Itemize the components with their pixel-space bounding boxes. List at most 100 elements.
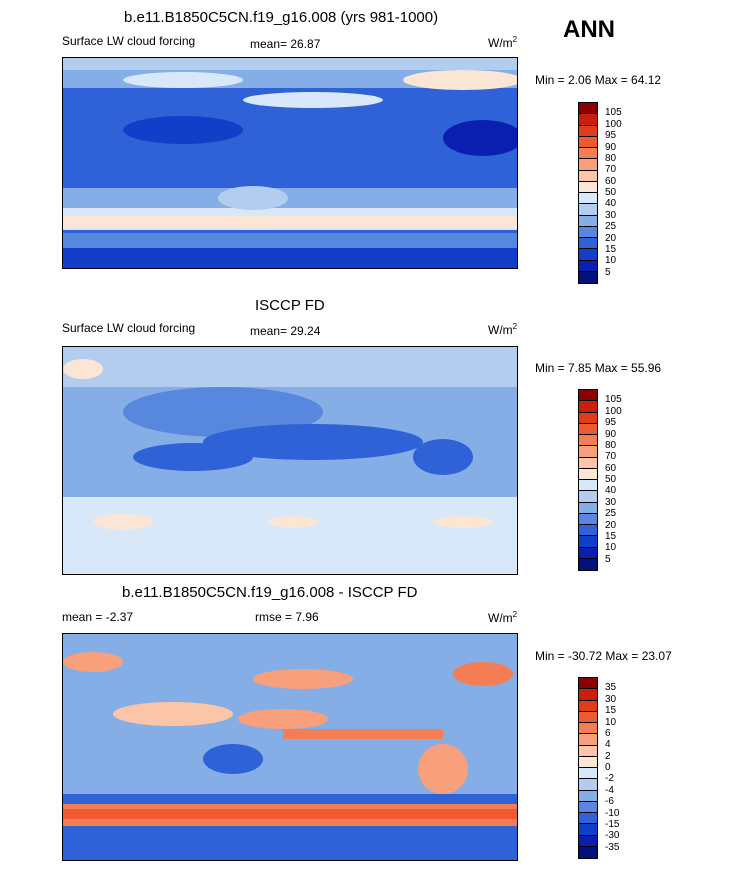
colorbar-tick-label: 60 [605, 175, 617, 187]
panel-2-minmax: Min = 7.85 Max = 55.96 [535, 361, 662, 375]
colorbar-swatch [579, 846, 597, 858]
colorbar-swatch [579, 401, 597, 413]
colorbar-swatch [579, 790, 597, 802]
colorbar-swatch [579, 238, 597, 250]
colorbar-tick-label: 40 [605, 198, 617, 210]
colorbar-tick-label: -6 [605, 796, 614, 808]
colorbar-tick-label: 10 [605, 716, 617, 728]
colorbar-tick-label: 25 [605, 221, 617, 233]
colorbar-swatch [579, 745, 597, 757]
colorbar-swatch [579, 148, 597, 160]
colorbar-tick-label: 95 [605, 417, 617, 429]
panel-2-units: W/m2 [488, 322, 518, 337]
colorbar-tick-label: 30 [605, 693, 617, 705]
colorbar-tick-label: 5 [605, 266, 611, 278]
colorbar-tick-label: -10 [605, 807, 620, 819]
colorbar-tick-label: 90 [605, 141, 617, 153]
panel-1-field-label: Surface LW cloud forcing [62, 34, 196, 48]
colorbar-swatch [579, 193, 597, 205]
colorbar-tick-label: -4 [605, 784, 614, 796]
colorbar-tick-label: 105 [605, 394, 622, 406]
colorbar-swatch [579, 204, 597, 216]
panel-1-map [62, 57, 518, 269]
panel-3-units: W/m2 [488, 610, 518, 625]
colorbar-tick-label: 20 [605, 232, 617, 244]
season-label: ANN [563, 16, 615, 43]
colorbar-swatch [579, 835, 597, 847]
colorbar-tick-label: -30 [605, 830, 620, 842]
colorbar-tick-label: 40 [605, 485, 617, 497]
colorbar-swatch [579, 226, 597, 238]
colorbar-tick-label: 70 [605, 451, 617, 463]
panel-3-map [62, 633, 518, 861]
colorbar-swatch [579, 813, 597, 825]
colorbar-tick-label: 80 [605, 439, 617, 451]
colorbar-swatch [579, 468, 597, 480]
colorbar-swatch [579, 689, 597, 701]
colorbar-swatch [579, 181, 597, 193]
colorbar-swatch [579, 700, 597, 712]
colorbar-tick-label: 0 [605, 762, 611, 773]
colorbar-swatch [579, 756, 597, 768]
colorbar-swatch [579, 502, 597, 514]
colorbar-tick-label: 70 [605, 164, 617, 176]
panel-1-title: b.e11.B1850C5CN.f19_g16.008 (yrs 981-100… [124, 9, 439, 26]
panel-2-mean: mean= 29.24 [250, 324, 321, 338]
colorbar-swatch [579, 249, 597, 261]
colorbar-tick-label: 80 [605, 152, 617, 164]
colorbar-swatch [579, 801, 597, 813]
colorbar-tick-label: 95 [605, 130, 617, 142]
panel-1-minmax: Min = 2.06 Max = 64.12 [535, 73, 662, 87]
colorbar-tick-label: 105 [605, 107, 622, 119]
colorbar-tick-label: 25 [605, 508, 617, 520]
colorbar-tick-label: 30 [605, 209, 617, 221]
colorbar-swatch [579, 513, 597, 525]
colorbar-swatch [579, 114, 597, 126]
colorbar-swatch [579, 170, 597, 182]
colorbar-swatch [579, 390, 597, 402]
colorbar-swatch [579, 678, 597, 690]
colorbar-swatch [579, 491, 597, 503]
colorbar-swatch [579, 260, 597, 272]
colorbar-tick-label: 20 [605, 519, 617, 531]
colorbar-tick-label: 60 [605, 462, 617, 474]
colorbar-swatch [579, 723, 597, 735]
colorbar-tick-label: -35 [605, 841, 620, 853]
panel-1-mean: mean= 26.87 [250, 37, 321, 51]
panel-2-map [62, 346, 518, 575]
colorbar-swatch [579, 547, 597, 559]
panel-3-title: b.e11.B1850C5CN.f19_g16.008 - ISCCP FD [122, 584, 418, 601]
panel-1-colorbar [578, 102, 598, 284]
colorbar-swatch [579, 457, 597, 469]
colorbar-tick-label: 100 [605, 118, 622, 130]
colorbar-swatch [579, 412, 597, 424]
colorbar-tick-label: 50 [605, 187, 617, 198]
colorbar-swatch [579, 824, 597, 836]
colorbar-tick-label: 2 [605, 750, 611, 762]
colorbar-tick-label: -2 [605, 773, 614, 785]
colorbar-tick-label: 100 [605, 405, 622, 417]
colorbar-swatch [579, 734, 597, 746]
panel-2-colorbar [578, 389, 598, 571]
colorbar-tick-label: 90 [605, 428, 617, 440]
colorbar-tick-label: -15 [605, 818, 620, 830]
colorbar-tick-label: 15 [605, 243, 617, 255]
colorbar-tick-label: 10 [605, 542, 617, 554]
colorbar-tick-label: 15 [605, 705, 617, 717]
colorbar-swatch [579, 159, 597, 171]
colorbar-tick-label: 6 [605, 727, 611, 739]
colorbar-tick-label: 10 [605, 255, 617, 267]
colorbar-swatch [579, 271, 597, 283]
colorbar-swatch [579, 215, 597, 227]
colorbar-swatch [579, 525, 597, 537]
colorbar-swatch [579, 558, 597, 570]
colorbar-tick-label: 4 [605, 739, 611, 751]
colorbar-swatch [579, 480, 597, 492]
colorbar-swatch [579, 779, 597, 791]
colorbar-tick-label: 30 [605, 496, 617, 508]
panel-3-rmse: rmse = 7.96 [255, 610, 319, 624]
colorbar-swatch [579, 435, 597, 447]
colorbar-tick-label: 15 [605, 530, 617, 542]
colorbar-swatch [579, 446, 597, 458]
colorbar-swatch [579, 423, 597, 435]
